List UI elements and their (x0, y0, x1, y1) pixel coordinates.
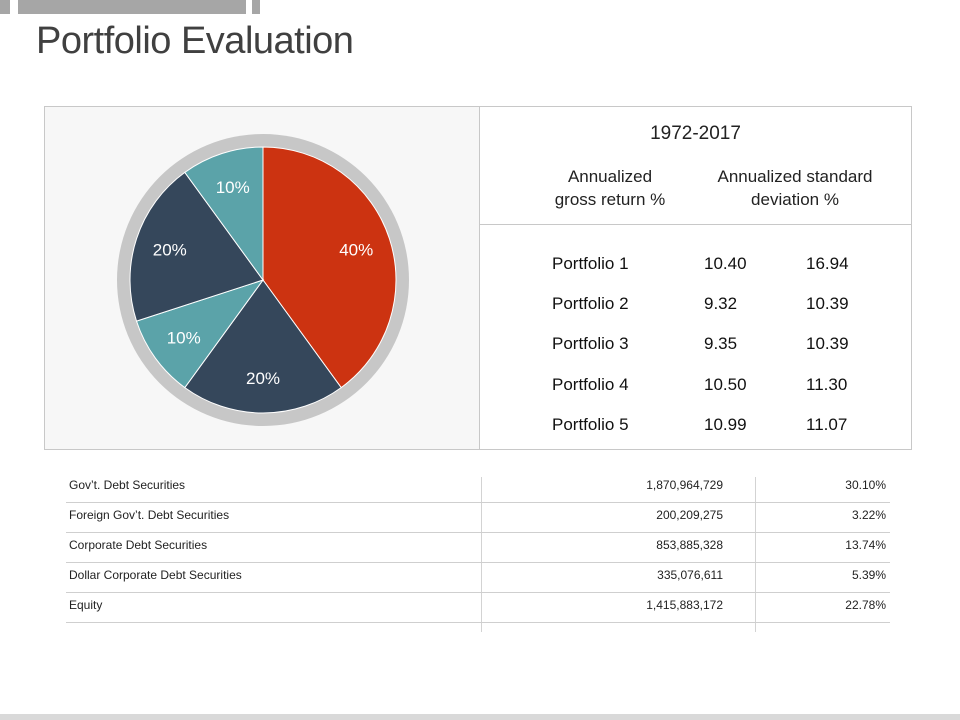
bottom-accent-bar (0, 714, 960, 720)
portfolio-name: Portfolio 2 (552, 294, 629, 313)
header-divider (480, 224, 911, 225)
table-row: Corporate Debt Securities 853,885,328 13… (66, 532, 890, 563)
portfolio-name: Portfolio 1 (552, 254, 629, 273)
pie-slice (184, 279, 342, 414)
portfolio-std-dev: 11.07 (806, 415, 848, 434)
pie-slice (262, 146, 397, 389)
column-header-std-dev: Annualized standard deviation % (700, 165, 890, 211)
top-accent-bar (252, 0, 260, 14)
portfolio-return: 9.32 (704, 294, 738, 313)
holding-percent: 30.10% (845, 478, 886, 492)
table-row: Gov’t. Debt Securities 1,870,964,729 30.… (66, 472, 890, 503)
portfolio-std-dev: 10.39 (806, 294, 849, 313)
evaluation-panel: 40% 20% 10% 20% 10% 1972-2017 Annualized gro… (44, 106, 912, 450)
pie-slice-label: 40% (339, 241, 373, 260)
portfolio-std-dev: 16.94 (806, 254, 849, 273)
portfolio-return: 9.35 (704, 334, 738, 353)
portfolio-return: 10.50 (704, 375, 747, 394)
holding-percent: 22.78% (845, 598, 886, 612)
pie-slice-label: 10% (216, 178, 250, 197)
pie-slice (135, 279, 265, 389)
portfolio-row: Portfolio 1 10.40 16.94 (480, 254, 911, 278)
holding-name: Foreign Gov’t. Debt Securities (69, 508, 230, 522)
column-header-line: Annualized standard (717, 167, 873, 186)
pie-slice-label: 10% (167, 329, 201, 348)
portfolio-return: 10.99 (704, 415, 747, 434)
portfolio-name: Portfolio 5 (552, 415, 629, 434)
page-title: Portfolio Evaluation (36, 20, 354, 62)
portfolio-std-dev: 10.39 (806, 334, 849, 353)
holding-percent: 5.39% (851, 568, 886, 582)
top-accent-bar (18, 0, 246, 14)
portfolio-return: 10.40 (704, 254, 747, 273)
portfolio-row: Portfolio 4 10.50 11.30 (480, 375, 911, 399)
portfolio-row: Portfolio 2 9.32 10.39 (480, 294, 911, 318)
column-header-return: Annualized gross return % (530, 165, 690, 211)
holding-amount: 853,885,328 (656, 538, 723, 552)
holding-amount: 1,870,964,729 (646, 478, 723, 492)
portfolio-name: Portfolio 3 (552, 334, 629, 353)
holding-name: Dollar Corporate Debt Securities (69, 568, 242, 582)
holding-name: Equity (69, 598, 103, 612)
column-header-line: deviation % (751, 190, 839, 209)
holding-amount: 335,076,611 (657, 568, 723, 582)
returns-table: 1972-2017 Annualized gross return % Annu… (480, 107, 911, 449)
period-label: 1972-2017 (650, 123, 741, 144)
portfolio-row: Portfolio 5 10.99 11.07 (480, 415, 911, 439)
column-divider (755, 477, 756, 632)
table-row: Equity 1,415,883,172 22.78% (66, 592, 890, 623)
holding-name: Corporate Debt Securities (69, 538, 208, 552)
holding-amount: 200,209,275 (656, 508, 723, 522)
column-header-line: Annualized (567, 167, 653, 186)
portfolio-row: Portfolio 3 9.35 10.39 (480, 334, 911, 358)
top-accent-bar (0, 0, 10, 14)
portfolio-name: Portfolio 4 (552, 375, 629, 394)
table-row: Dollar Corporate Debt Securities 335,076… (66, 562, 890, 593)
holding-percent: 3.22% (851, 508, 886, 522)
pie-slice (184, 146, 264, 282)
pie-slice (129, 171, 264, 322)
holding-name: Gov’t. Debt Securities (69, 478, 186, 492)
pie-slice-label: 20% (246, 369, 280, 388)
pie-chart-area: 40% 20% 10% 20% 10% (45, 107, 480, 449)
holding-amount: 1,415,883,172 (646, 598, 723, 612)
pie-slice-label: 20% (153, 241, 187, 260)
table-row: Foreign Gov’t. Debt Securities 200,209,2… (66, 502, 890, 533)
column-header-line: gross return % (554, 190, 666, 209)
holding-percent: 13.74% (845, 538, 886, 552)
column-divider (481, 477, 482, 632)
pie-chart: 40% 20% 10% 20% 10% (117, 134, 409, 426)
portfolio-std-dev: 11.30 (806, 375, 848, 394)
